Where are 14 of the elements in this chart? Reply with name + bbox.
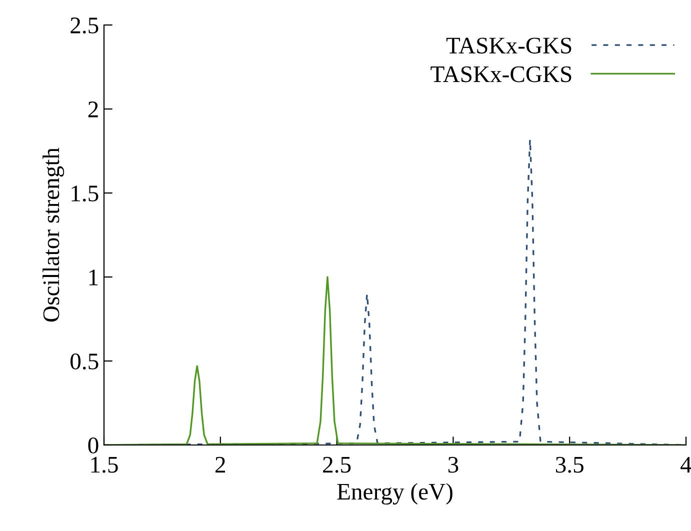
x-tick-label: 2.5	[323, 456, 351, 473]
x-tick-label: 3.5	[556, 456, 584, 473]
y-axis-title: Oscillator strength	[42, 148, 64, 322]
y-tick-label: 0	[88, 437, 98, 454]
legend-label: TASKx-GKS	[446, 38, 572, 54]
x-axis-title: Energy (eV)	[337, 483, 452, 505]
y-tick-label: 1.5	[72, 186, 98, 202]
legend-label: TASKx-CGKS	[430, 66, 572, 82]
y-tick-label: 1	[89, 270, 98, 286]
x-tick-label: 3	[448, 456, 458, 473]
x-tick-label: 2	[216, 456, 225, 472]
y-tick-label: 2.5	[70, 18, 98, 34]
y-tick-label: 0.5	[70, 353, 98, 370]
y-tick-label: 2	[88, 102, 98, 118]
